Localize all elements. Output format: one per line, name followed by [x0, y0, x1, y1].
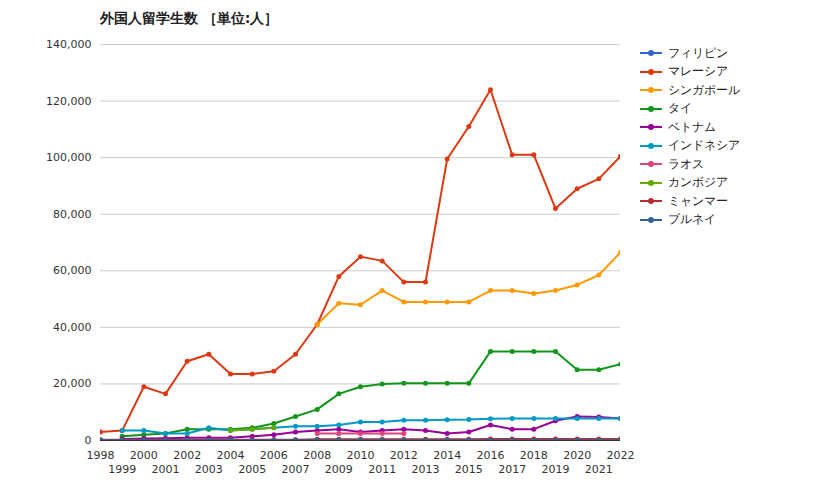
- svg-text:2005: 2005: [238, 463, 266, 476]
- svg-text:1998: 1998: [87, 449, 115, 462]
- svg-text:2017: 2017: [498, 463, 526, 476]
- svg-text:2021: 2021: [585, 463, 613, 476]
- svg-text:2014: 2014: [433, 449, 461, 462]
- html-text:外国人留学生数 ［単位:人］: 外国人留学生数 ［単位:人］: [100, 10, 279, 26]
- svg-text:2011: 2011: [368, 463, 396, 476]
- svg-text:2013: 2013: [412, 463, 440, 476]
- html-text:フィリピン: フィリピン: [668, 45, 728, 60]
- svg-text:2018: 2018: [520, 449, 548, 462]
- html-text:シンガポール: シンガポール: [668, 82, 740, 97]
- svg-text:0: 0: [85, 434, 92, 447]
- svg-text:2009: 2009: [325, 463, 353, 476]
- svg-text:2015: 2015: [455, 463, 483, 476]
- svg-text:2002: 2002: [173, 449, 201, 462]
- svg-text:2007: 2007: [282, 463, 310, 476]
- svg-text:2010: 2010: [347, 449, 375, 462]
- svg-text:2012: 2012: [390, 449, 418, 462]
- svg-text:120,000: 120,000: [46, 95, 92, 108]
- svg-text:2000: 2000: [130, 449, 158, 462]
- svg-text:20,000: 20,000: [53, 377, 92, 390]
- html-text:ミャンマー: ミャンマー: [668, 193, 728, 208]
- svg-text:1999: 1999: [108, 463, 136, 476]
- svg-text:2019: 2019: [542, 463, 570, 476]
- html-text:ブルネイ: ブルネイ: [668, 212, 716, 227]
- html-text:ラオス: ラオス: [668, 156, 704, 171]
- html-text:マレーシア: マレーシア: [668, 64, 728, 79]
- svg-text:100,000: 100,000: [46, 151, 92, 164]
- svg-text:2022: 2022: [607, 449, 635, 462]
- svg-text:2003: 2003: [195, 463, 223, 476]
- svg-text:2008: 2008: [303, 449, 331, 462]
- html-text:カンボジア: カンボジア: [668, 175, 728, 190]
- svg-text:2020: 2020: [563, 449, 591, 462]
- svg-text:60,000: 60,000: [53, 264, 92, 277]
- svg-text:80,000: 80,000: [53, 208, 92, 221]
- svg-text:2006: 2006: [260, 449, 288, 462]
- html-text:インドネシア: インドネシア: [668, 138, 740, 153]
- svg-text:2001: 2001: [152, 463, 180, 476]
- html-text:ベトナム: ベトナム: [668, 119, 716, 134]
- svg-text:2016: 2016: [477, 449, 505, 462]
- html-text:タイ: タイ: [668, 101, 692, 116]
- svg-text:2004: 2004: [217, 449, 245, 462]
- svg-text:40,000: 40,000: [53, 321, 92, 334]
- svg-text:140,000: 140,000: [46, 38, 92, 51]
